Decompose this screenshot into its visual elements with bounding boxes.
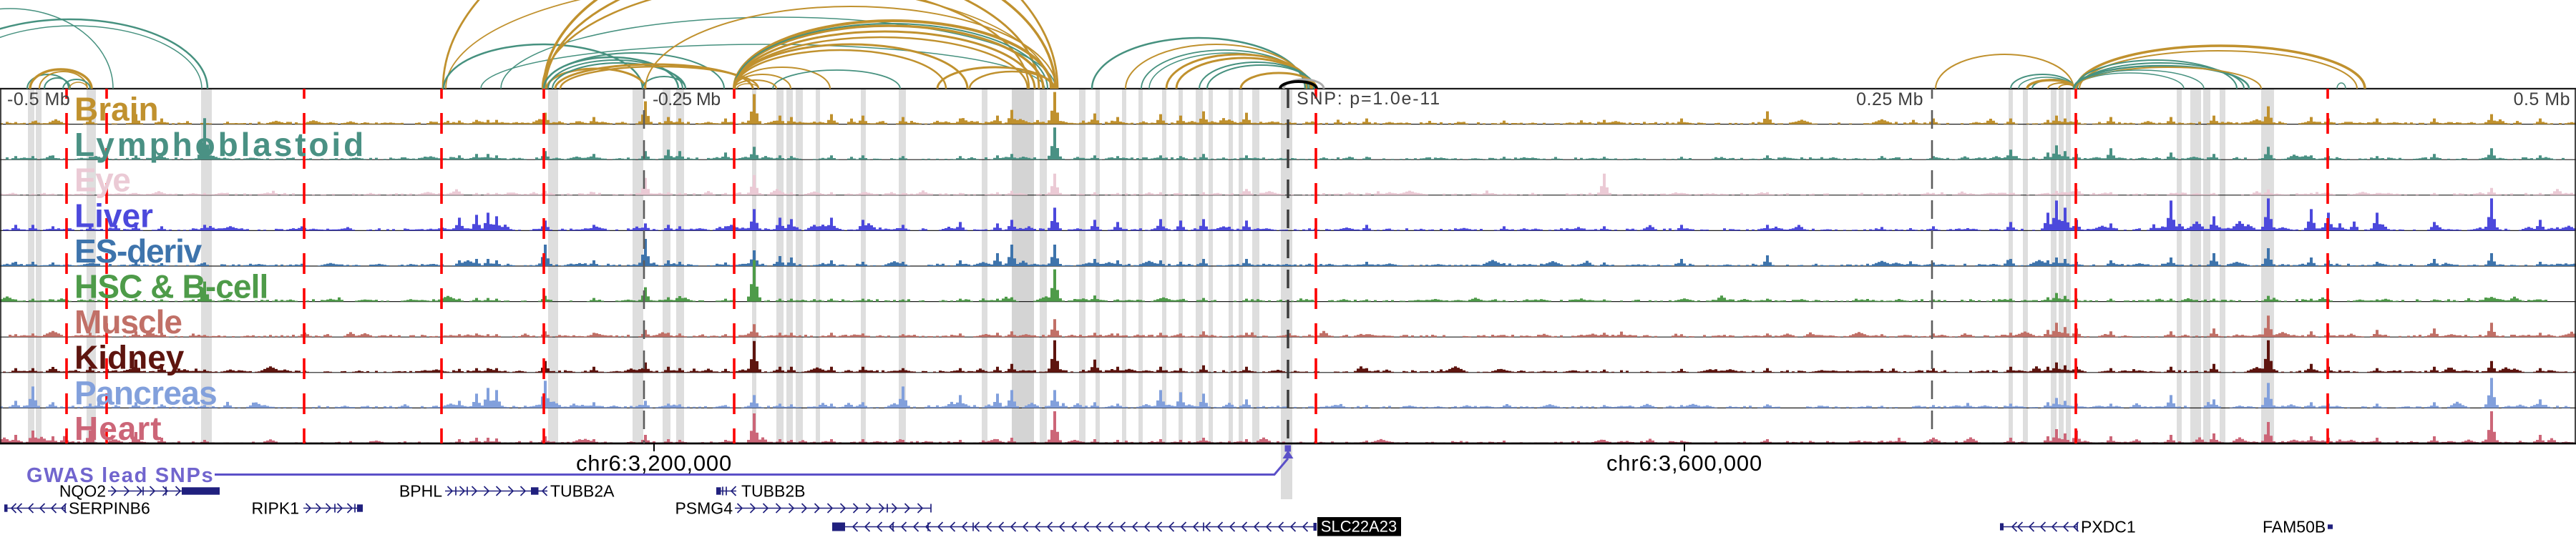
svg-text:Lymphoblastoid: Lymphoblastoid xyxy=(74,126,366,163)
svg-text:PSMG4: PSMG4 xyxy=(675,499,733,518)
svg-text:Liver: Liver xyxy=(74,197,153,234)
svg-text:0.25 Mb: 0.25 Mb xyxy=(1856,89,1923,109)
svg-text:PXDC1: PXDC1 xyxy=(2081,518,2136,536)
svg-text:TUBB2B: TUBB2B xyxy=(741,482,805,501)
svg-text:0.5 Mb: 0.5 Mb xyxy=(2514,89,2570,109)
svg-text:ES-deriv: ES-deriv xyxy=(74,232,203,270)
svg-text:Pancreas: Pancreas xyxy=(74,374,217,411)
svg-text:RIPK1: RIPK1 xyxy=(252,499,299,518)
svg-text:SERPINB6: SERPINB6 xyxy=(69,499,150,518)
svg-text:-0.25 Mb: -0.25 Mb xyxy=(653,89,721,109)
svg-text:Brain: Brain xyxy=(74,91,159,128)
svg-text:NQO2: NQO2 xyxy=(59,482,106,501)
svg-text:Muscle: Muscle xyxy=(74,303,182,340)
svg-text:Eye: Eye xyxy=(74,162,130,199)
svg-text:chr6:3,600,000: chr6:3,600,000 xyxy=(1606,451,1762,476)
svg-text:chr6:3,200,000: chr6:3,200,000 xyxy=(576,451,732,476)
svg-text:BPHL: BPHL xyxy=(399,482,442,501)
svg-text:Kidney: Kidney xyxy=(74,339,185,376)
svg-text:FAM50B: FAM50B xyxy=(2263,518,2326,536)
svg-text:SLC22A23: SLC22A23 xyxy=(1321,518,1397,536)
svg-text:Heart: Heart xyxy=(74,410,162,447)
svg-text:HSC & B-cell: HSC & B-cell xyxy=(74,268,268,305)
svg-text:SNP: p=1.0e-11: SNP: p=1.0e-11 xyxy=(1297,89,1441,109)
svg-text:TUBB2A: TUBB2A xyxy=(550,482,615,501)
svg-text:-0.5 Mb: -0.5 Mb xyxy=(7,89,70,109)
svg-text:GWAS lead SNPs: GWAS lead SNPs xyxy=(26,464,214,487)
